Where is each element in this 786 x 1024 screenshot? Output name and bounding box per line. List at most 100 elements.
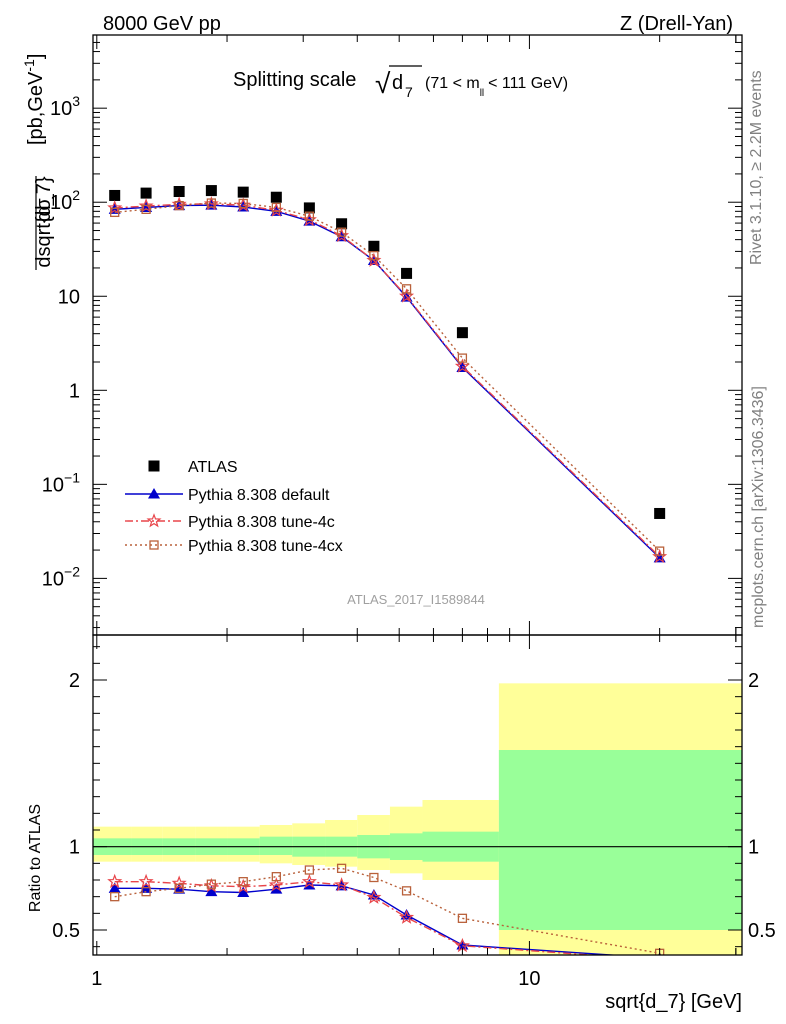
band-green [498,750,742,930]
data-point-star [301,873,317,889]
ratio-frame [92,634,743,956]
data-point-open-square [206,879,217,889]
y-tick-exp: 3 [72,93,80,109]
chart-title-sub: 7 [405,84,413,100]
data-point-square [237,186,249,198]
data-point-star [366,889,382,904]
legend-label: Pythia 8.308 default [188,487,330,504]
data-point-open-square [336,863,347,873]
data-point-triangle [108,882,121,893]
data-point-star [107,199,123,215]
y-tick-base: 10 [50,98,72,120]
data-point-square [270,191,282,203]
chart-title: Splitting scale √ d 7 (71 < mll < 111 GeV… [233,65,568,100]
mcplots-label: mcplots.cern.ch [arXiv:1306.3436] [750,386,767,628]
ratio-tick-label-left: 2 [69,670,80,692]
legend-label: Pythia 8.308 tune-4cx [188,538,343,555]
data-point-open-square [149,540,159,550]
y-tick-exp: 2 [72,187,80,203]
data-point-triangle [237,886,250,897]
legend: ATLAS Pythia 8.308 default Pythia 8.308 tu… [125,459,343,555]
data-point-open-square [141,887,151,897]
ratio-bands [93,683,742,955]
data-point-square [336,218,348,230]
y-tick-exp: −1 [64,469,80,485]
chart-title-d: d [392,72,403,94]
data-point-star [454,358,470,373]
y-axis-label: dσ dsqrt{d_7} [pb,GeV-1] [21,54,55,270]
data-point-open-square [369,251,379,261]
data-point-open-square [401,284,412,294]
main-lines [107,185,668,564]
y-tick-base: 10 [42,474,64,496]
data-point-triangle [270,883,283,894]
data-point-square [173,186,185,198]
y-tick-label: 103 [50,93,80,120]
title-cut-b: < 111 GeV) [488,75,568,92]
data-point-triangle [148,488,160,499]
data-point-star [171,875,187,890]
data-point-open-square [457,913,468,923]
data-point-square [401,267,413,279]
ratio-tick-label-right: 1 [748,837,759,859]
y-axis-label-den: dsqrt{d_7} [33,176,55,268]
data-point-open-square [401,886,412,896]
data-point-star [138,873,154,889]
chart-title-sqrt: √ [375,68,391,99]
data-point-open-square [336,227,347,237]
series-line [114,203,661,558]
data-point-square [654,507,666,519]
ratio-lines [107,863,665,955]
data-point-open-square [110,207,120,218]
series-line [114,204,661,559]
ratio-series-line [114,884,622,955]
y-tick-base: 10 [42,568,64,590]
y-axis-units-sup: -1 [21,59,37,72]
legend-label: Pythia 8.308 tune-4c [188,514,335,531]
x-tick-label: 10 [518,968,540,990]
data-point-open-square [271,202,281,213]
data-point-open-square [271,872,281,882]
data-point-open-square [174,200,184,211]
data-point-open-square [369,872,379,883]
data-point-open-square [655,546,665,556]
data-point-star [107,873,123,889]
data-point-triangle [400,909,413,920]
x-axis-label: sqrt{d_7} [GeV] [605,991,742,1013]
data-point-square [456,327,468,339]
data-point-square [140,187,152,199]
header-left: 8000 GeV pp [103,13,221,35]
data-point-open-square [141,204,151,214]
title-cut-a: (71 < m [425,75,480,92]
y-axis-label-units: [pb,GeV-1] [21,54,47,145]
data-point-square [303,202,315,214]
ratio-tick-label-right: 0.5 [748,920,776,942]
chart-title-cut: (71 < mll < 111 GeV) [425,75,568,99]
data-point-open-square [174,883,184,893]
data-point-square [205,185,217,197]
data-point-open-square [206,198,217,208]
data-point-open-square [457,353,468,363]
y-tick-label: 102 [50,187,80,214]
y-tick-label: 10−1 [42,469,80,496]
ratio-tick-label-left: 1 [69,837,80,859]
ratio-tick-label-right: 2 [748,670,759,692]
data-point-open-square [304,211,315,221]
y-tick-label: 10−2 [42,563,80,590]
data-point-open-square [110,892,120,902]
data-point-open-square [238,877,248,887]
data-point-square [109,189,121,201]
y-tick-label: 10 [58,286,80,308]
data-point-triangle [205,885,218,897]
y-axis-label-num: dσ [33,198,55,222]
data-point-square [148,460,160,472]
header-right: Z (Drell-Yan) [620,13,733,35]
data-point-star [334,877,350,892]
ratio-y-axis-label: Ratio to ATLAS [27,804,44,912]
ratio-series-line [114,880,600,955]
y-tick-base: 10 [50,192,72,214]
data-point-star [146,513,162,528]
data-point-open-square [304,865,315,875]
